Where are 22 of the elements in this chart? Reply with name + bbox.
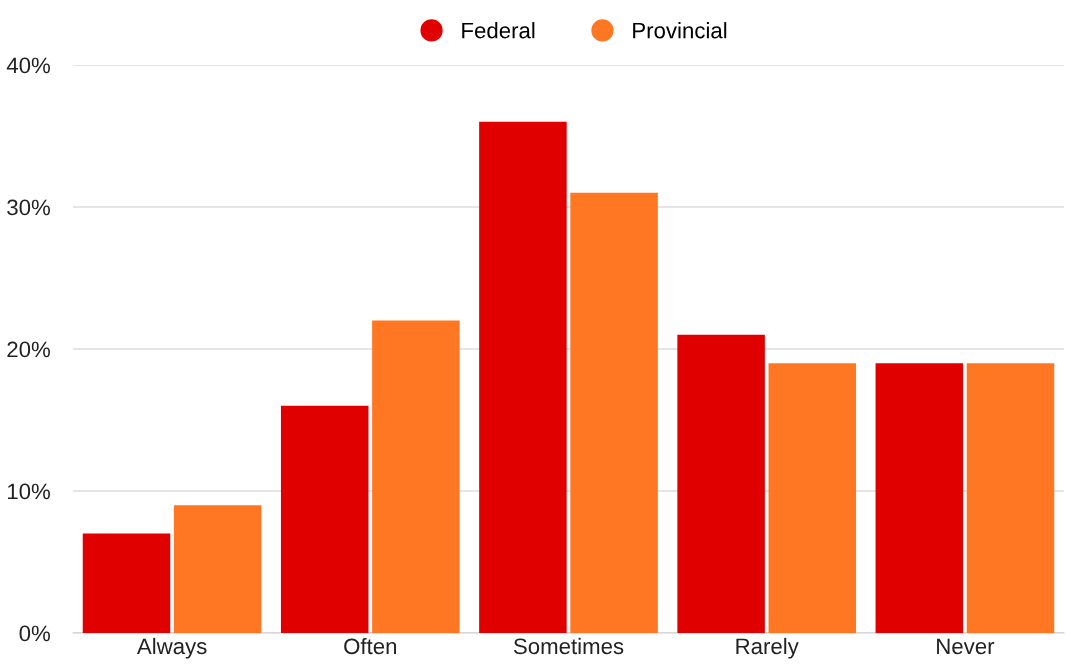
bar	[280, 405, 369, 633]
bar	[768, 363, 857, 633]
y-tick-label: 40%	[6, 57, 50, 74]
bar	[677, 334, 765, 633]
x-tick-label: Always	[136, 637, 207, 659]
y-tick-label: 30%	[7, 199, 50, 216]
y-tick-label: 0%	[19, 625, 50, 642]
legend-label: Provincial	[633, 22, 727, 39]
legend-label: Federal	[462, 22, 535, 39]
bar	[372, 320, 460, 633]
x-tick-label: Sometimes	[513, 637, 624, 655]
bar	[479, 121, 567, 633]
bar	[966, 363, 1055, 633]
bar	[875, 363, 964, 633]
x-tick-label: Rarely	[736, 637, 799, 659]
bar	[82, 533, 171, 633]
bar	[173, 505, 262, 633]
bar	[570, 192, 658, 633]
y-tick-label: 20%	[7, 341, 50, 358]
x-tick-label: Never	[937, 638, 995, 655]
x-tick-label: Often	[344, 637, 397, 655]
y-tick-label: 10%	[8, 483, 50, 500]
